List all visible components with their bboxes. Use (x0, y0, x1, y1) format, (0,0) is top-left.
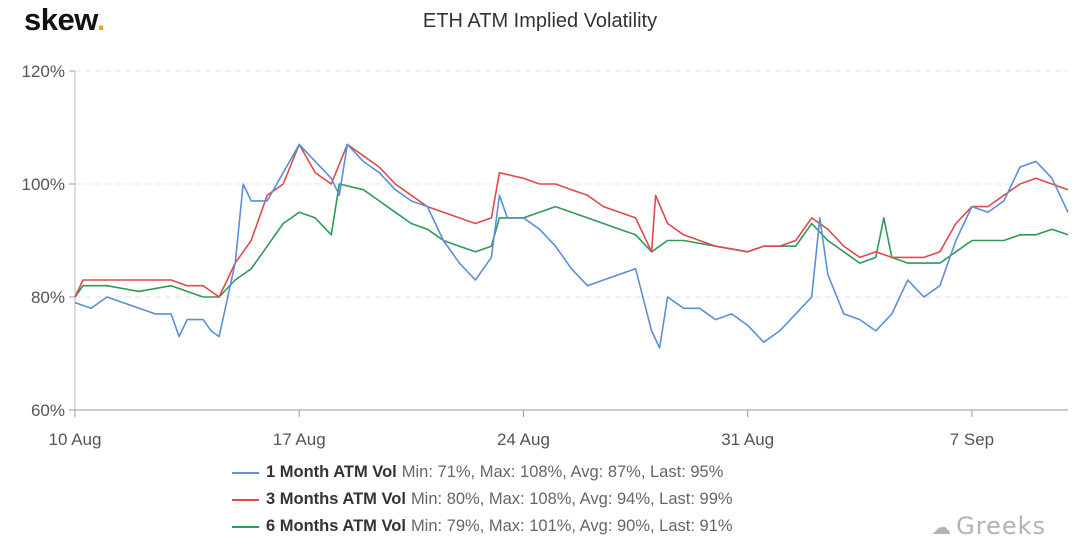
legend-item-3m[interactable]: 3 Months ATM Vol Min: 80%, Max: 108%, Av… (232, 486, 733, 513)
legend-swatch-6m (232, 525, 259, 528)
legend-stats-3m: Min: 80%, Max: 108%, Avg: 94%, Last: 99% (410, 490, 733, 508)
axis-layer: 60% 80% 100% 120% 10 Aug 17 Aug 24 Aug 31 Aug 7 … (22, 62, 1068, 449)
y-tick-label: 60% (31, 401, 65, 420)
watermark-text: Greeks (956, 512, 1046, 540)
brand-logo: skew. (24, 2, 105, 38)
x-tick-label: 24 Aug (497, 430, 550, 449)
chart-title: ETH ATM Implied Volatility (422, 10, 658, 32)
legend-stats-1m: Min: 71%, Max: 108%, Avg: 87%, Last: 95% (401, 463, 724, 481)
brand-name: skew (24, 2, 97, 37)
y-tick-label: 120% (22, 62, 65, 81)
legend-stats-6m: Min: 79%, Max: 101%, Avg: 90%, Last: 91% (410, 517, 733, 535)
legend: 1 Month ATM Vol Min: 71%, Max: 108%, Avg… (232, 459, 733, 540)
legend-item-1m[interactable]: 1 Month ATM Vol Min: 71%, Max: 108%, Avg… (232, 459, 733, 486)
series-line-1m (74, 143, 1069, 349)
legend-label-3m: 3 Months ATM Vol (266, 490, 406, 508)
legend-swatch-1m (232, 471, 259, 474)
grid-layer (75, 70, 1068, 298)
watermark: ☁ Greeks (931, 512, 1046, 540)
legend-label-1m: 1 Month ATM Vol (266, 463, 397, 481)
legend-swatch-3m (232, 498, 259, 501)
legend-item-6m[interactable]: 6 Months ATM Vol Min: 79%, Max: 101%, Av… (232, 513, 733, 540)
brand-dot: . (96, 2, 106, 37)
y-tick-label: 80% (31, 288, 65, 307)
series-line-6m (74, 183, 1069, 298)
x-tick-label: 17 Aug (273, 430, 326, 449)
wechat-icon: ☁ (931, 515, 953, 539)
x-tick-label: 31 Aug (721, 430, 774, 449)
series-line-3m (74, 143, 1069, 298)
y-tick-label: 100% (22, 175, 65, 194)
series-layer (74, 143, 1069, 349)
x-tick-label: 10 Aug (49, 430, 102, 449)
x-tick-label: 7 Sep (950, 430, 994, 449)
legend-label-6m: 6 Months ATM Vol (266, 517, 406, 535)
